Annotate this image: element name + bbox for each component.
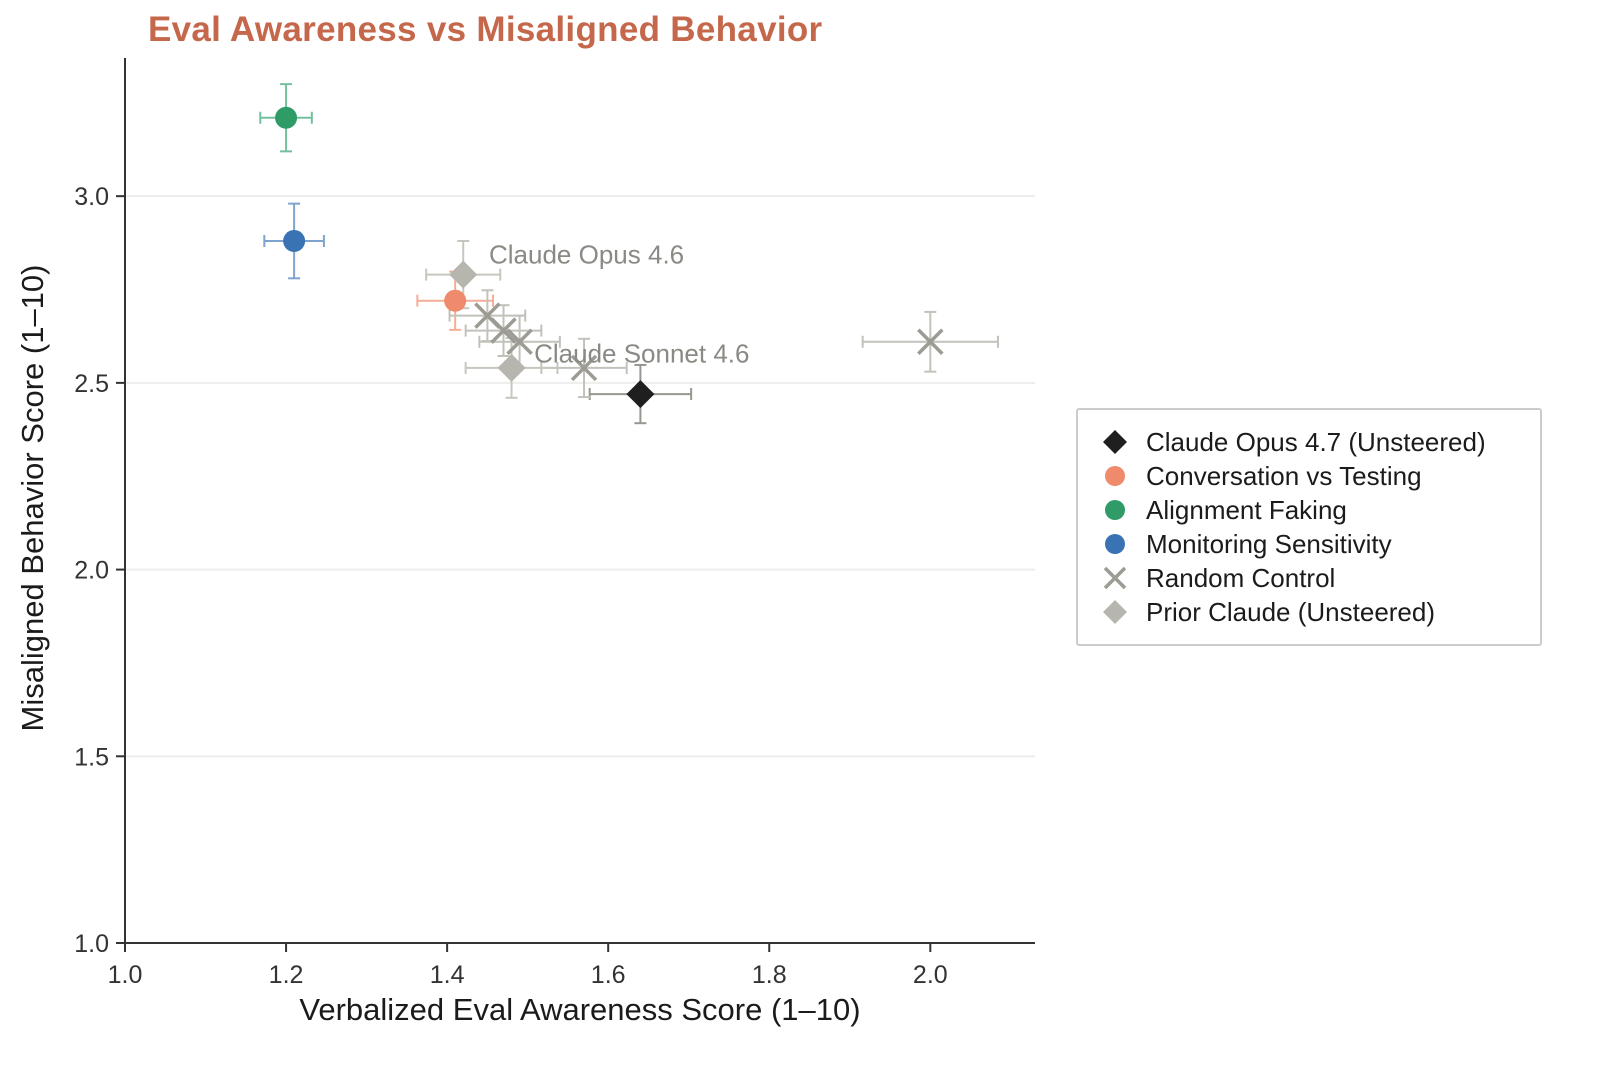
data-point xyxy=(490,317,517,344)
x-marker-icon xyxy=(1103,566,1127,590)
point-annotation: Claude Sonnet 4.6 xyxy=(534,338,749,368)
data-point xyxy=(506,328,533,356)
x-tick-label: 1.6 xyxy=(591,961,626,989)
legend-item-monitoring-sensitivity: Monitoring Sensitivity xyxy=(1098,527,1520,561)
y-tick-label: 1.5 xyxy=(74,743,109,771)
legend-item-random-control: Random Control xyxy=(1098,561,1520,595)
diamond-marker-icon xyxy=(1103,600,1127,624)
data-point xyxy=(283,229,306,252)
data-point xyxy=(497,353,526,382)
data-point xyxy=(449,260,478,289)
legend-item-claude-opus-4-7: Claude Opus 4.7 (Unsteered) xyxy=(1098,425,1520,459)
circle-marker-icon xyxy=(1105,534,1125,554)
legend-label: Alignment Faking xyxy=(1146,494,1347,525)
legend-label: Conversation vs Testing xyxy=(1146,460,1422,491)
y-axis-label: Misaligned Behavior Score (1–10) xyxy=(15,264,50,732)
y-tick-label: 2.0 xyxy=(74,557,109,585)
y-tick-label: 3.0 xyxy=(74,183,109,211)
data-point xyxy=(917,328,944,356)
data-point xyxy=(626,380,655,409)
x-tick-label: 1.8 xyxy=(752,961,787,989)
x-tick-label: 1.0 xyxy=(108,961,143,989)
data-point xyxy=(444,289,467,312)
x-tick-label: 1.2 xyxy=(269,961,304,989)
x-tick-label: 1.4 xyxy=(430,961,465,989)
x-tick-label: 2.0 xyxy=(913,961,948,989)
y-tick-label: 1.0 xyxy=(74,930,109,958)
legend-label: Claude Opus 4.7 (Unsteered) xyxy=(1146,426,1486,457)
circle-marker-icon xyxy=(1105,500,1125,520)
diamond-marker-icon xyxy=(1103,430,1127,454)
data-point xyxy=(275,106,298,129)
legend: Claude Opus 4.7 (Unsteered) Conversation… xyxy=(1076,408,1542,646)
legend-item-prior-claude: Prior Claude (Unsteered) xyxy=(1098,595,1520,629)
y-tick-label: 2.5 xyxy=(74,370,109,398)
legend-item-conversation-vs-testing: Conversation vs Testing xyxy=(1098,459,1520,493)
plot-area: 1.0 1.2 1.4 1.6 1.8 2.0 1.0 1.5 2.0 2.5 3.0 Claude … xyxy=(74,58,1035,989)
legend-label: Random Control xyxy=(1146,562,1336,593)
circle-marker-icon xyxy=(1105,466,1125,486)
legend-label: Prior Claude (Unsteered) xyxy=(1146,596,1436,627)
point-annotation: Claude Opus 4.6 xyxy=(489,239,684,269)
chart-title: Eval Awareness vs Misaligned Behavior xyxy=(148,10,823,49)
x-axis-label: Verbalized Eval Awareness Score (1–10) xyxy=(299,992,861,1027)
legend-item-alignment-faking: Alignment Faking xyxy=(1098,493,1520,527)
legend-label: Monitoring Sensitivity xyxy=(1146,528,1392,559)
data-point xyxy=(570,354,598,382)
